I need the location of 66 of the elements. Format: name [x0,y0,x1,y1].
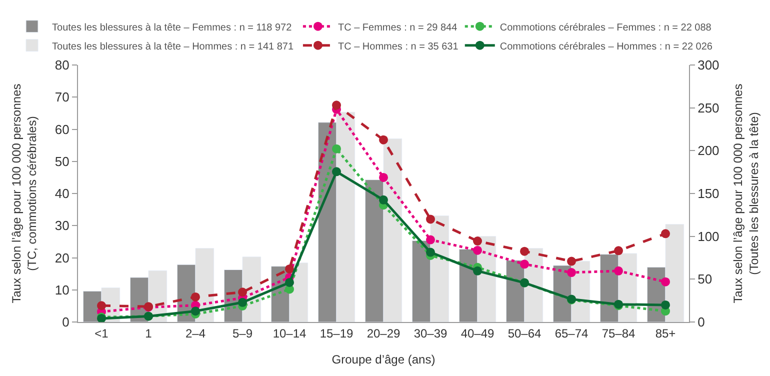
legend-label: TC – Hommes : n = 35 631 [338,41,459,52]
x-axis-title: Groupe d’âge (ans) [332,352,436,366]
point [332,167,341,176]
y-tick-label: 50 [54,154,70,169]
point [614,266,623,276]
x-tick-label: 5–9 [232,326,253,340]
x-tick-label: 15–19 [320,326,354,340]
point [191,306,200,316]
x-tick-label: 75–84 [602,326,636,340]
point [332,144,341,154]
y-tick-label: 60 [54,122,70,137]
point [520,260,529,269]
y2-tick-label: 200 [698,143,720,158]
point [379,172,388,182]
y2-tick-label: 100 [698,228,720,244]
point [238,298,247,307]
point [473,236,482,246]
x-tick-label: 65–74 [554,326,589,340]
point [285,264,294,274]
legend-label: Commotions cérébrales – Hommes : n = 22 026 [500,41,713,52]
y-tick-label: 70 [54,90,70,105]
point [285,278,294,287]
point [191,292,200,302]
y2-tick-label: 300 [698,58,720,73]
y2-axis-title: Taux selon l’âge pour 100 000 personnes (Toutes les blessures à la tête) [731,84,761,304]
point [379,135,388,144]
y-tick-label: 80 [54,58,70,73]
y-tick-label: 40 [54,186,70,202]
y-tick-label: 20 [54,250,70,266]
point [520,246,529,256]
y-axis-title: Taux selon l’âge pour 100 000 personnes (TC, commotions cérébrales) [10,84,40,304]
legend-label: TC – Femmes : n = 29 844 [338,22,458,34]
x-tick-label: 30–39 [414,326,448,340]
y2-tick-label: 150 [698,186,720,202]
point [332,100,341,110]
legend-label: Toutes les blessures à la tête – Femmes : n = 118 972 [52,22,292,34]
point [661,277,670,286]
x-tick-label: 50–64 [508,326,542,340]
point [426,214,435,224]
x-tick-label: 10–14 [272,326,307,340]
point [661,229,670,238]
point [97,301,106,310]
point [661,300,670,310]
point [473,266,482,276]
point [379,195,388,204]
point [614,246,623,256]
x-tick-label: 2–4 [185,326,206,340]
legend-label: Toutes les blessures à la tête – Hommes : n = 141 871 [52,41,294,52]
x-tick-label: 40–49 [460,326,495,340]
y-tick-label: 10 [54,282,70,298]
x-tick-label: 20–29 [366,326,401,340]
x-tick-label: 85+ [655,326,676,340]
x-tick-label: 1 [145,326,152,340]
legend-label: Commotions cérébrales – Femmes : n = 22 088 [500,22,712,34]
point [473,246,482,255]
point [238,288,247,297]
y-tick-label: 30 [54,218,70,234]
point [426,248,435,257]
y2-tick-label: 250 [698,100,720,116]
x-tick-label: <1 [94,326,109,340]
y-tick-label: 0 [62,314,70,330]
point [567,256,576,266]
point [567,268,576,278]
y2-tick-label: 50 [698,272,712,287]
y2-tick-label: 0 [698,314,705,330]
point [426,235,435,244]
